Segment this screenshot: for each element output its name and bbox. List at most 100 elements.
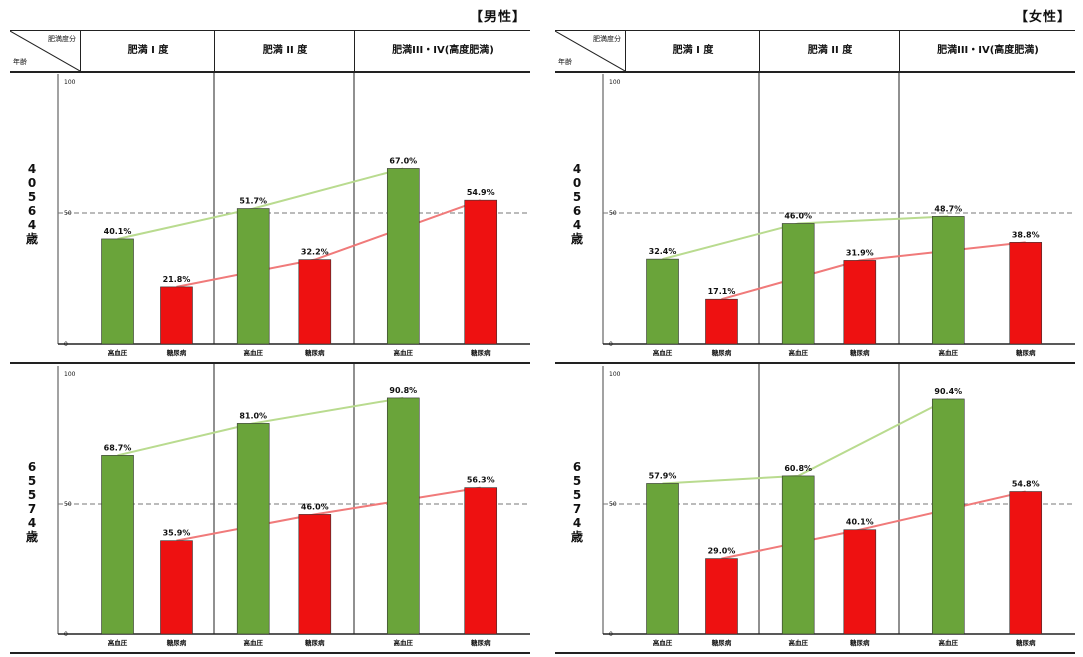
x-category-label: 高血圧 [653, 638, 673, 647]
bar-diabetes [464, 487, 498, 635]
bar-hypertension [236, 423, 270, 635]
data-label: 90.8% [389, 386, 417, 395]
data-label: 40.1% [846, 518, 874, 527]
bar-hypertension [236, 208, 270, 345]
bar-hypertension [781, 223, 815, 345]
x-category-label: 糖尿病 [167, 348, 187, 357]
y-tick-label: 0 [609, 631, 613, 638]
bar-hypertension [386, 168, 420, 345]
chart-male-40-64: 0 50 100 40.1% 高血圧 21.8% 糖尿病 51.7% 高血圧 32.2% 糖尿病 67… [57, 72, 530, 357]
bar-diabetes [298, 259, 332, 345]
x-category-label: 糖尿病 [850, 348, 870, 357]
column-header-obesity-3-4: 肥満III・IV(高度肥満) [354, 31, 531, 71]
x-category-label: 高血圧 [243, 348, 263, 357]
data-label: 35.9% [163, 529, 191, 538]
y-tick-label: 100 [64, 371, 76, 378]
gender-label: 【男性】 [469, 10, 526, 25]
x-category-label: 高血圧 [108, 638, 128, 647]
chart-female-65-74: 0 50 100 57.9% 高血圧 29.0% 糖尿病 60.8% 高血圧 40.1% 糖尿病 90… [602, 364, 1075, 647]
column-header-obesity-3-4: 肥満III・IV(高度肥満) [899, 31, 1076, 71]
x-category-label: 糖尿病 [712, 348, 732, 357]
x-category-label: 糖尿病 [1016, 638, 1036, 647]
y-tick-label: 50 [64, 501, 72, 508]
data-label: 46.0% [301, 502, 329, 511]
bar-hypertension [646, 483, 679, 635]
data-label: 54.8% [1012, 480, 1040, 489]
bar-diabetes [705, 558, 738, 635]
chart-male-65-74: 0 50 100 68.7% 高血圧 35.9% 糖尿病 81.0% 高血圧 46.0% 糖尿病 90… [57, 364, 530, 647]
x-category-label: 糖尿病 [167, 638, 187, 647]
female-panel: 【女性】 肥満度分 年齢 肥満 I 度 肥満 II 度 肥満III・IV(高度肥… [555, 0, 1075, 657]
data-label: 17.1% [708, 287, 736, 296]
corner-top-label: 肥満度分 [593, 35, 621, 43]
corner-cell: 肥満度分 年齢 [10, 31, 80, 71]
x-category-label: 糖尿病 [305, 638, 325, 647]
data-label: 38.8% [1012, 230, 1040, 239]
y-tick-label: 50 [609, 210, 617, 217]
data-label: 29.0% [708, 547, 736, 556]
x-category-label: 糖尿病 [712, 638, 732, 647]
data-label: 21.8% [163, 275, 191, 284]
data-label: 67.0% [389, 156, 417, 165]
table-header: 肥満度分 年齢 肥満 I 度 肥満 II 度 肥満III・IV(高度肥満) [555, 30, 1075, 73]
data-label: 56.3% [467, 476, 495, 485]
x-category-label: 糖尿病 [471, 638, 491, 647]
x-category-label: 高血圧 [108, 348, 128, 357]
data-label: 48.7% [934, 204, 962, 213]
x-category-label: 高血圧 [394, 638, 414, 647]
data-label: 60.8% [784, 464, 812, 473]
bar-hypertension [386, 397, 420, 635]
x-category-label: 高血圧 [788, 348, 808, 357]
corner-cell: 肥満度分 年齢 [555, 31, 625, 71]
bar-diabetes [843, 260, 877, 345]
bar-hypertension [931, 398, 965, 635]
y-tick-label: 50 [609, 501, 617, 508]
x-category-label: 糖尿病 [850, 638, 870, 647]
bar-hypertension [101, 455, 134, 635]
column-header-obesity-2: 肥満 II 度 [759, 31, 900, 71]
data-label: 90.4% [934, 387, 962, 396]
data-label: 46.0% [784, 211, 812, 220]
x-category-label: 糖尿病 [471, 348, 491, 357]
corner-bottom-label: 年齢 [558, 58, 572, 66]
corner-bottom-label: 年齢 [13, 58, 27, 66]
x-category-label: 高血圧 [653, 348, 673, 357]
data-label: 81.0% [239, 411, 267, 420]
y-tick-label: 50 [64, 210, 72, 217]
bar-hypertension [931, 216, 965, 345]
y-tick-label: 0 [609, 341, 613, 348]
bar-diabetes [1009, 242, 1043, 345]
data-label: 31.9% [846, 248, 874, 257]
x-category-label: 高血圧 [243, 638, 263, 647]
bar-hypertension [101, 238, 134, 345]
x-category-label: 糖尿病 [305, 348, 325, 357]
bar-diabetes [464, 199, 498, 345]
data-label: 32.2% [301, 248, 329, 257]
male-panel: 【男性】 肥満度分 年齢 肥満 I 度 肥満 II 度 肥満III・IV(高度肥… [10, 0, 530, 657]
x-category-label: 高血圧 [939, 348, 959, 357]
data-label: 68.7% [104, 443, 132, 452]
x-category-label: 高血圧 [394, 348, 414, 357]
data-label: 32.4% [649, 247, 677, 256]
y-tick-label: 0 [64, 341, 68, 348]
column-header-obesity-1: 肥満 I 度 [80, 31, 215, 71]
y-tick-label: 100 [64, 79, 76, 86]
data-label: 40.1% [104, 227, 132, 236]
gender-label: 【女性】 [1014, 10, 1071, 25]
bar-diabetes [160, 540, 193, 635]
bar-diabetes [1009, 491, 1043, 635]
data-label: 51.7% [239, 197, 267, 206]
y-tick-label: 0 [64, 631, 68, 638]
bar-hypertension [646, 258, 679, 345]
table-header: 肥満度分 年齢 肥満 I 度 肥満 II 度 肥満III・IV(高度肥満) [10, 30, 530, 73]
data-label: 54.9% [467, 188, 495, 197]
column-header-obesity-1: 肥満 I 度 [625, 31, 760, 71]
y-tick-label: 100 [609, 371, 621, 378]
